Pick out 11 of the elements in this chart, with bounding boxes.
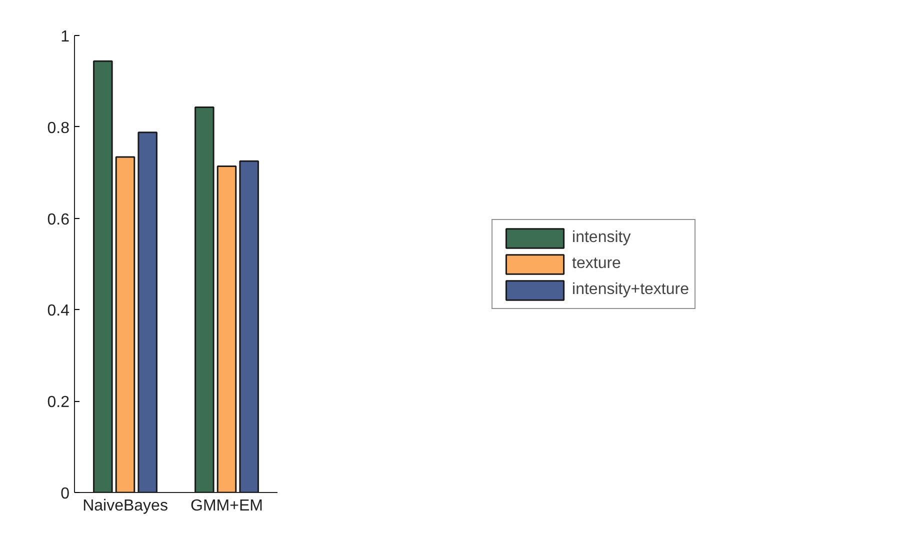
y-tick-label: 1: [60, 28, 70, 46]
x-tick-label: GMM+EM: [190, 498, 263, 514]
y-tick-label: 0.2: [47, 394, 70, 412]
y-tick-label: 0: [60, 486, 70, 502]
legend-label: intensity+texture: [572, 280, 689, 298]
legend-label: texture: [572, 254, 621, 272]
y-tick-label: 0.6: [47, 211, 70, 228]
x-tick-label: NaiveBayes: [82, 498, 168, 514]
y-tick-label: 0.8: [47, 120, 70, 137]
y-tick-label: 0.4: [47, 302, 70, 320]
legend-label: intensity: [572, 228, 631, 246]
